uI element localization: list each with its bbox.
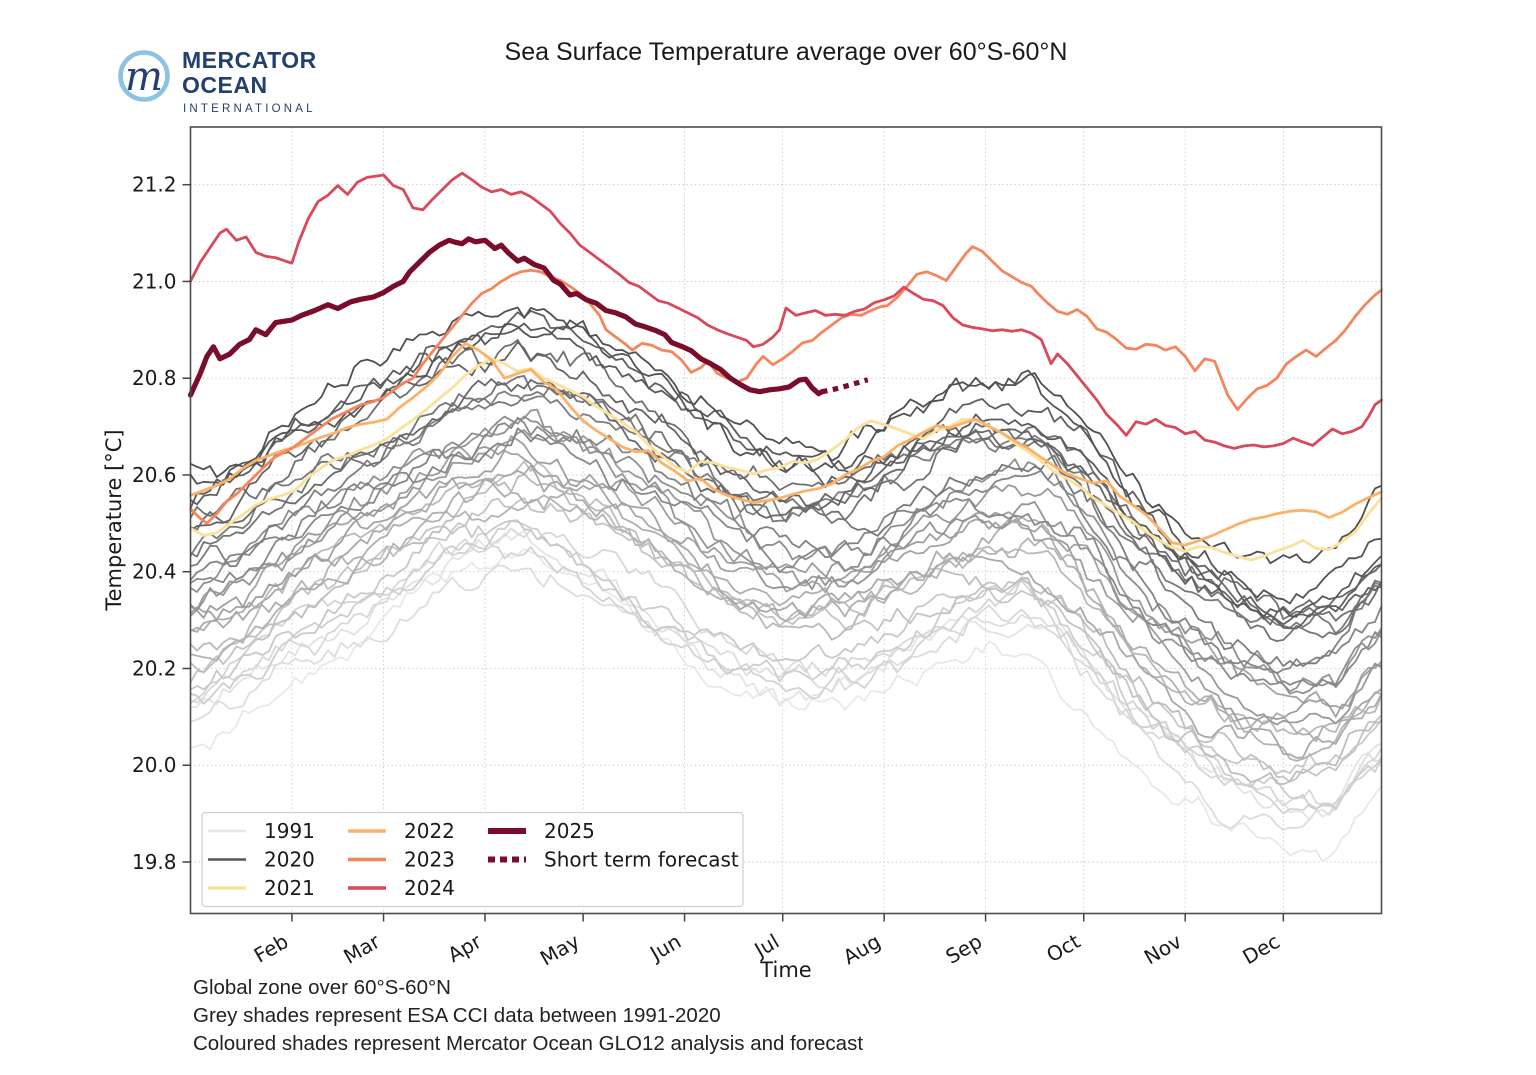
y-tick-label: 20.8	[132, 366, 177, 390]
background-year-line	[190, 494, 1382, 762]
background-year-line	[190, 548, 1383, 863]
series-line-2023	[189, 245, 1383, 525]
background-year-line	[190, 390, 1382, 667]
x-tick-label: Oct	[1042, 929, 1084, 967]
footer-line-zone: Global zone over 60°S-60°N	[193, 976, 451, 999]
axis-ticks	[182, 183, 1285, 922]
legend-label-2021: 2021	[264, 876, 315, 900]
background-year-line	[190, 478, 1383, 743]
footer-line-grey: Grey shades represent ESA CCI data betwe…	[193, 1004, 721, 1027]
logo-text-international: INTERNATIONAL	[183, 103, 316, 115]
x-tick-label: Dec	[1238, 929, 1284, 969]
x-tick-label: Nov	[1140, 929, 1186, 969]
background-year-line	[190, 378, 1383, 626]
x-tick-label: Sep	[941, 929, 986, 969]
background-year-line	[190, 564, 1382, 831]
y-tick-label: 20.2	[132, 656, 177, 680]
series-line-2025	[187, 236, 825, 398]
series-line-2024	[189, 171, 1383, 450]
background-year-line	[190, 416, 1383, 688]
y-tick-labels: 19.8 20.0 20.2 20.4 20.6 20.8 21.0 21.2	[132, 173, 177, 874]
colored-series	[187, 171, 1383, 562]
background-year-line	[190, 374, 1382, 642]
legend-label-2023: 2023	[404, 848, 455, 872]
footer-annotations: Global zone over 60°S-60°N Grey shades r…	[193, 976, 863, 1055]
y-tick-label: 21.0	[132, 269, 177, 293]
y-tick-label: 19.8	[132, 850, 177, 874]
y-tick-label: 20.6	[132, 463, 177, 487]
background-year-line	[189, 429, 1382, 726]
x-tick-label: Aug	[839, 929, 885, 969]
mercator-ocean-logo: m MERCATOR OCEAN INTERNATIONAL	[118, 47, 317, 115]
series-line-short-term-forecast	[821, 377, 869, 395]
background-year-line	[190, 520, 1383, 811]
x-tick-label: Jun	[644, 929, 685, 966]
legend-label-2020: 2020	[264, 848, 315, 872]
y-tick-label: 20.4	[132, 560, 177, 584]
legend: 1991 2020 2021 2022 2023 2024 2025 Short term f…	[201, 811, 744, 908]
series-line-2021	[189, 357, 1383, 562]
background-year-line	[189, 322, 1383, 618]
logo-monogram: m	[125, 54, 163, 100]
plot-border	[189, 126, 1383, 915]
background-year-line	[190, 415, 1383, 695]
x-axis-label: Time	[759, 958, 811, 982]
x-tick-label: Feb	[250, 929, 293, 967]
legend-label-2022: 2022	[404, 819, 455, 843]
background-year-line	[189, 384, 1382, 635]
legend-label-1991: 1991	[264, 819, 315, 843]
x-tick-label: Apr	[444, 929, 487, 967]
background-year-line	[189, 319, 1382, 605]
legend-label-short-term-forecast: Short term forecast	[544, 848, 739, 872]
background-year-line	[189, 427, 1383, 675]
background-year-line	[189, 473, 1383, 736]
chart-title: Sea Surface Temperature average over 60°…	[505, 38, 1068, 66]
y-axis-label: Temperature [°C]	[102, 429, 126, 611]
logo-circle-icon	[118, 50, 170, 102]
y-tick-label: 20.0	[132, 753, 177, 777]
background-year-line	[190, 306, 1382, 565]
x-tick-label: Mar	[339, 929, 384, 969]
x-tick-label: May	[536, 929, 584, 971]
background-year-line	[189, 532, 1383, 815]
logo-text-mercator: MERCATOR	[182, 47, 317, 73]
series-line-2022	[189, 341, 1383, 547]
logo-text-ocean: OCEAN	[182, 72, 268, 98]
background-year-line	[189, 339, 1383, 622]
background-year-line	[190, 464, 1383, 759]
legend-label-2024: 2024	[404, 876, 455, 900]
legend-box	[201, 811, 744, 908]
footer-line-coloured: Coloured shades represent Mercator Ocean…	[193, 1032, 863, 1055]
background-series-1991-2020	[189, 306, 1383, 863]
y-tick-label: 21.2	[132, 173, 177, 197]
background-year-line	[190, 519, 1383, 775]
legend-label-2025: 2025	[544, 819, 595, 843]
